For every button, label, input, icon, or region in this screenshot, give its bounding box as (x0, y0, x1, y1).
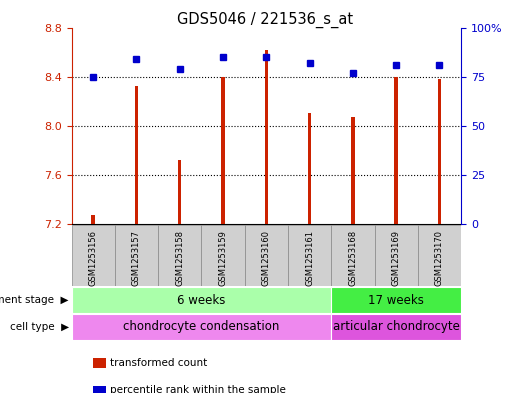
Text: articular chondrocyte: articular chondrocyte (333, 320, 460, 333)
Bar (92, 215, 95, 224)
Text: GSM1253158: GSM1253158 (175, 230, 184, 286)
Bar (331, 287, 461, 313)
Bar (201, 225, 245, 286)
Text: chondrocyte condensation: chondrocyte condensation (123, 320, 280, 333)
Bar (158, 225, 201, 286)
Bar (72, 314, 331, 340)
Bar (288, 225, 331, 286)
Text: transformed count: transformed count (110, 358, 207, 368)
Text: GSM1253170: GSM1253170 (435, 230, 444, 286)
Text: development stage  ▶: development stage ▶ (0, 295, 69, 305)
Bar (222, 77, 225, 224)
Text: GDS5046 / 221536_s_at: GDS5046 / 221536_s_at (177, 12, 353, 28)
Text: GSM1253168: GSM1253168 (348, 230, 357, 286)
Bar (331, 225, 375, 286)
Text: cell type  ▶: cell type ▶ (10, 322, 69, 332)
Bar (394, 77, 398, 224)
Text: 17 weeks: 17 weeks (368, 294, 424, 307)
Bar (178, 160, 181, 224)
Bar (115, 225, 158, 286)
Text: 6 weeks: 6 weeks (177, 294, 226, 307)
Bar (331, 314, 461, 340)
Text: GSM1253157: GSM1253157 (132, 230, 141, 286)
Bar (135, 86, 138, 224)
Text: GSM1253161: GSM1253161 (305, 230, 314, 286)
Bar (438, 79, 441, 224)
Text: GSM1253169: GSM1253169 (392, 230, 401, 286)
Bar (245, 225, 288, 286)
Text: GSM1253160: GSM1253160 (262, 230, 271, 286)
Text: percentile rank within the sample: percentile rank within the sample (110, 386, 286, 393)
Text: GSM1253156: GSM1253156 (89, 230, 98, 286)
Bar (418, 225, 461, 286)
Text: GSM1253159: GSM1253159 (218, 230, 227, 286)
Bar (264, 50, 268, 224)
Bar (72, 225, 115, 286)
Bar (351, 117, 355, 224)
Bar (375, 225, 418, 286)
Bar (308, 114, 311, 224)
Bar (72, 287, 331, 313)
